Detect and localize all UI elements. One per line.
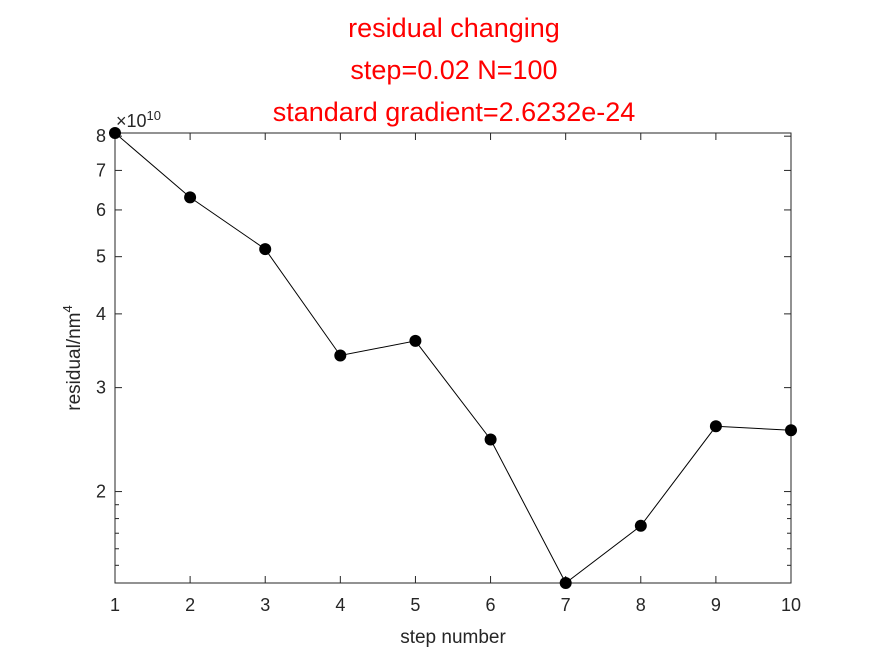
y-tick-label: 2 [96, 482, 106, 502]
chart-title-line-2: step=0.02 N=100 [350, 55, 557, 85]
y-tick-label: 8 [96, 126, 106, 146]
x-tick-label: 3 [260, 595, 270, 615]
data-point [259, 243, 272, 256]
y-tick-label: 5 [96, 247, 106, 267]
chart-title-line-3: standard gradient=2.6232e-24 [273, 97, 636, 127]
y-axis-label-superscript: 4 [60, 305, 75, 312]
series-layer [109, 127, 797, 589]
y-exponent-power: 10 [147, 108, 161, 123]
x-tick-label: 9 [711, 595, 721, 615]
data-point [109, 127, 121, 139]
x-tick-label: 2 [185, 595, 195, 615]
x-tick-label: 6 [486, 595, 496, 615]
x-tick-label: 4 [335, 595, 345, 615]
y-tick-label: 6 [96, 200, 106, 220]
y-tick-label: 7 [96, 160, 106, 180]
series-line [114, 132, 792, 584]
plot-area [114, 132, 792, 584]
data-point [484, 433, 497, 446]
x-tick-label: 8 [636, 595, 646, 615]
x-tick-label: 7 [561, 595, 571, 615]
x-axis-label: step number [400, 627, 506, 648]
y-tick-label: 4 [96, 304, 106, 324]
x-tick-label: 1 [110, 595, 120, 615]
data-point [709, 420, 722, 433]
x-tick-label: 10 [781, 595, 801, 615]
y-exponent-prefix: ×10 [116, 111, 147, 131]
data-point [184, 191, 197, 204]
data-point [334, 349, 347, 362]
data-point [559, 577, 572, 589]
y-axis-label: residual/nm4 [60, 305, 85, 410]
y-tick-label: 3 [96, 378, 106, 398]
x-tick-labels: 1 2 3 4 5 6 7 8 9 10 [110, 595, 801, 615]
chart-title-line-1: residual changing [348, 13, 560, 43]
y-exponent-label: ×1010 [116, 108, 161, 131]
x-tick-label: 5 [410, 595, 420, 615]
y-tick-labels: 2 3 4 5 6 7 8 [96, 126, 106, 501]
y-axis-label-text: residual/nm [64, 313, 85, 411]
data-point [409, 334, 422, 347]
data-point [634, 519, 647, 532]
data-point [785, 424, 797, 437]
